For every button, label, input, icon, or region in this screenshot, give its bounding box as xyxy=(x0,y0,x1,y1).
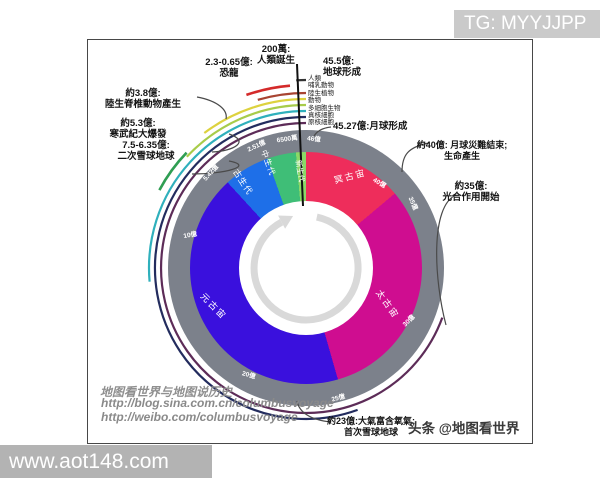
weibo-url-watermark: http://weibo.com/columbusvoyage xyxy=(101,410,298,424)
life-arc-legend: 人類 哺乳動物 陸生植物 動物 多細胞生物 真核細胞 原核細胞 xyxy=(308,75,341,127)
telegram-watermark: TG: MYYJJPP xyxy=(454,10,600,38)
life-label-eukaryotes: 真核細胞 xyxy=(308,112,334,120)
annotation-moon-formation: 45.27億:月球形成 xyxy=(333,121,408,132)
credit-script-watermark: 地图看世界与地图说历史 xyxy=(100,385,233,399)
toutiao-watermark: 头条 @地图看世界 xyxy=(408,421,520,436)
tick-46e: 46億 xyxy=(306,135,322,144)
life-label-land-plants: 陸生植物 xyxy=(308,89,334,97)
wheel-center xyxy=(239,201,373,335)
life-label-mammals: 哺乳動物 xyxy=(308,82,334,90)
life-label-prokaryotes: 原核細胞 xyxy=(308,119,334,127)
annotation-cambrian-explosion: 約5.3億: 寒武紀大爆發 xyxy=(109,118,167,141)
life-label-animals: 動物 xyxy=(308,97,321,105)
annotation-snowball-earth-2: 7.5-6.35億: 二次雪球地球 xyxy=(117,140,175,163)
life-label-multicellular: 多細胞生物 xyxy=(308,104,341,112)
annotation-oxygen-atmosphere: 約23億:大氣富含氧氣; 首次雪球地球 xyxy=(326,416,415,437)
blog-url-watermark: http://blog.sina.com.cn/columbusvoyage xyxy=(101,396,334,410)
site-watermark: www.aot148.com xyxy=(0,445,212,478)
annotation-human-birth: 200萬: 人類誕生 xyxy=(256,44,295,67)
annotation-land-vertebrates: 約3.8億: 陸生脊椎動物產生 xyxy=(104,88,181,111)
annotation-dinosaurs: 2.3-0.65億: 恐龍 xyxy=(205,57,253,80)
annotation-earth-formation: 45.5億: 地球形成 xyxy=(323,56,362,79)
annotation-photosynthesis: 約35億: 光合作用開始 xyxy=(442,181,500,204)
life-label-humans: 人類 xyxy=(308,75,321,82)
annotation-life-origin: 約40億: 月球災難結束; 生命產生 xyxy=(416,140,508,161)
